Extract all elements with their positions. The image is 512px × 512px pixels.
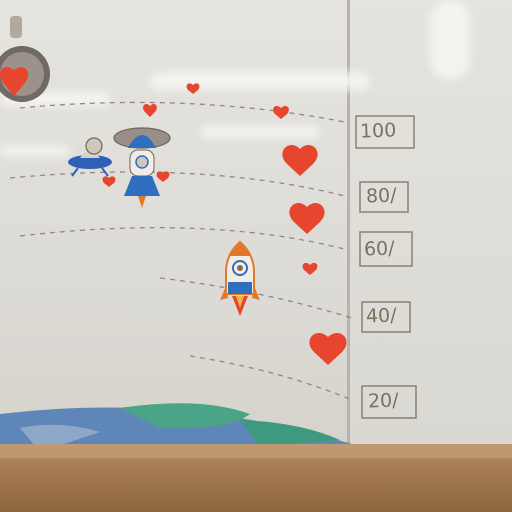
- rocket-image: [220, 240, 260, 316]
- scale-label-60: 60/: [363, 237, 395, 261]
- heart-icon: [302, 262, 318, 275]
- dashed-arc: [189, 355, 353, 401]
- dashed-arc: [19, 101, 346, 123]
- heart-icon: [156, 171, 170, 182]
- ceiling-light-glare: [200, 126, 320, 138]
- heart-icon: [102, 176, 116, 187]
- wooden-ledge-edge: [0, 444, 512, 458]
- dashed-arc: [159, 277, 353, 319]
- small-rocket-image: [113, 127, 171, 208]
- ceiling-light-glare: [430, 0, 470, 80]
- ceiling-light-glare: [150, 72, 370, 90]
- heart-icon: [186, 83, 200, 94]
- heart-icon: [282, 145, 318, 176]
- scale-label-40: 40/: [365, 304, 397, 328]
- ufo-image: [68, 137, 112, 177]
- ceiling-light-glare: [0, 146, 70, 156]
- scale-box: [361, 301, 411, 333]
- scale-label-20: 20/: [367, 389, 399, 413]
- scale-label-80: 80/: [365, 184, 397, 208]
- jar-image: [0, 16, 50, 102]
- heart-icon: [273, 105, 289, 119]
- heart-icon: [309, 333, 347, 365]
- scale-box: [361, 385, 417, 419]
- scale-box: [355, 115, 415, 149]
- dashed-arc: [9, 171, 346, 197]
- dashed-arc: [19, 227, 349, 251]
- scale-label-100: 100: [359, 119, 397, 143]
- scale-box: [359, 231, 413, 267]
- whiteboard-seam: [347, 0, 350, 446]
- heart-icon: [289, 203, 325, 234]
- whiteboard-right-panel: [350, 0, 512, 444]
- heart-icon: [143, 103, 157, 117]
- scale-box: [359, 181, 409, 213]
